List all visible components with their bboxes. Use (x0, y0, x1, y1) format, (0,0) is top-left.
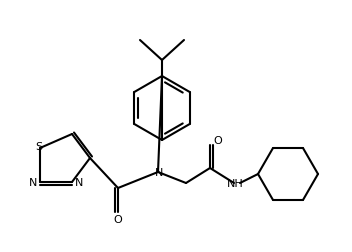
Text: O: O (214, 136, 222, 146)
Text: NH: NH (227, 179, 243, 189)
Text: S: S (36, 142, 43, 152)
Text: N: N (155, 168, 163, 178)
Text: N: N (29, 178, 37, 188)
Text: N: N (75, 178, 83, 188)
Text: O: O (114, 215, 122, 225)
